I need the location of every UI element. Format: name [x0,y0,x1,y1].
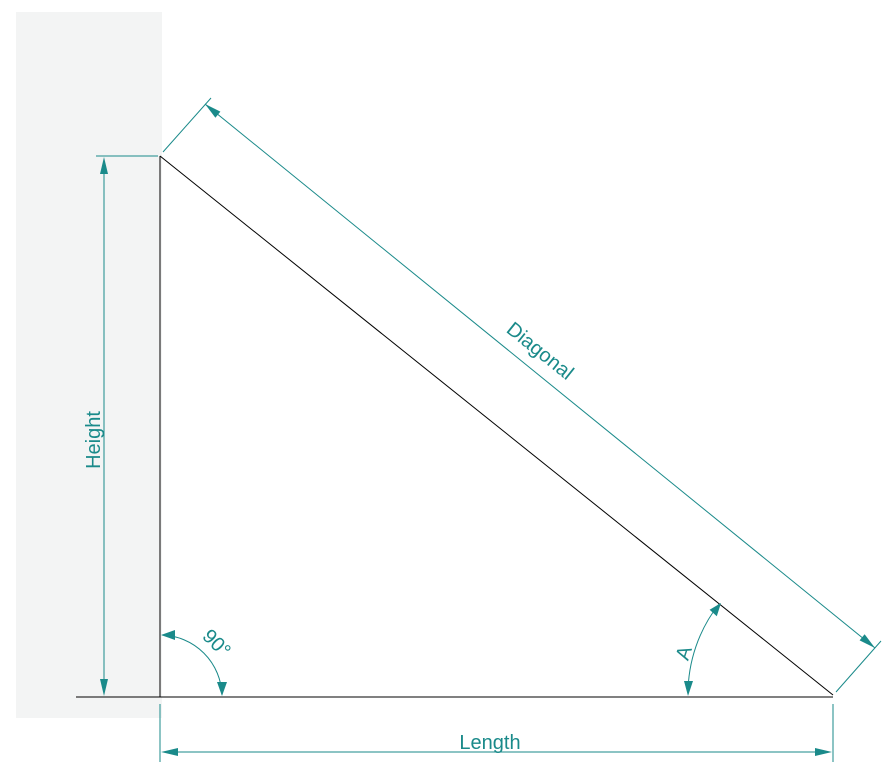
right-angle-label: 90° [198,625,235,662]
angle-a-arrow-bottom [684,681,693,696]
angle-a-label: A [672,643,697,663]
right-angle-arrow-bottom [217,682,227,696]
diagonal-edge [159,155,834,696]
diagonal-label: Diagonal [502,318,577,385]
diagonal-extension-bottom [835,640,882,693]
diagonal-dimension: Diagonal [162,97,882,693]
wall-background [16,12,162,718]
length-dimension: Length [159,704,834,762]
diagonal-dimension-line [204,103,876,649]
length-arrow-right [815,748,832,756]
right-angle-marker: 90° [161,625,235,696]
right-angle-arrow-left [161,630,175,640]
length-label: Length [459,732,520,754]
diagonal-arrow-bottom [859,634,875,648]
height-label: Height [83,411,105,469]
diagonal-extension-top [162,97,212,153]
length-arrow-left [161,748,178,756]
height-arrow-bottom [100,679,108,696]
height-arrow-top [100,157,108,174]
height-dimension: Height [83,155,158,696]
angle-a-marker: A [672,603,721,696]
triangle [76,155,834,698]
angle-a-arrow-top [709,603,721,617]
diagonal-arrow-top [205,104,221,118]
